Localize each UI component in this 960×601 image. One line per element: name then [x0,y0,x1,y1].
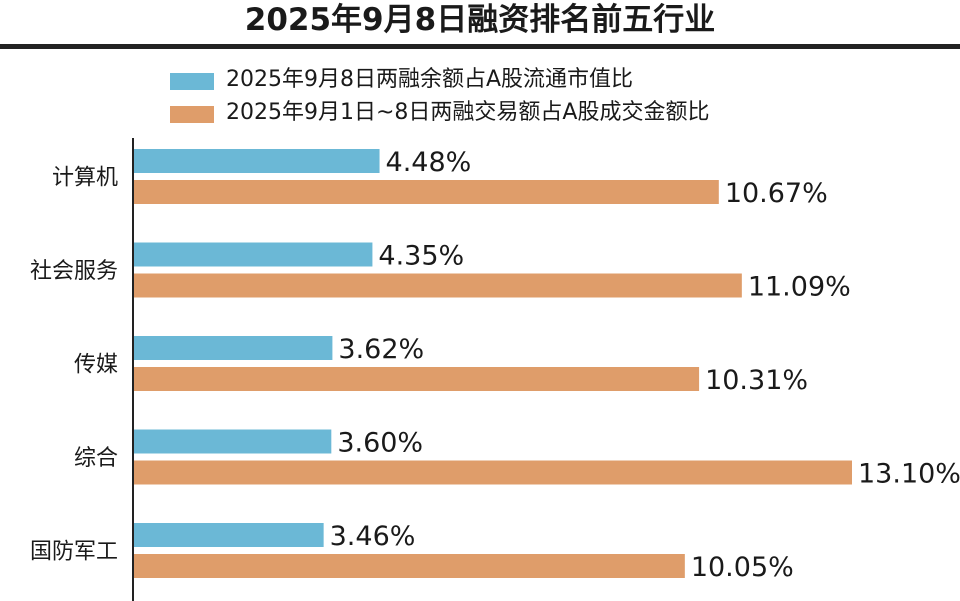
bar-trading-ratio [134,460,852,485]
bar-balance-ratio [134,523,324,547]
legend-swatch-series-1 [170,73,214,90]
category-label: 计算机 [52,166,118,191]
data-label: 4.35% [378,241,464,272]
legend-swatch-series-2 [170,106,214,123]
category-label: 传媒 [74,353,118,378]
bar-balance-ratio [134,336,333,360]
data-label: 3.60% [337,428,423,459]
bar-balance-ratio [134,149,380,173]
bar-trading-ratio [134,554,685,578]
data-label: 13.10% [858,459,960,490]
bar-balance-ratio [134,242,373,267]
legend-label-series-2: 2025年9月1日~8日两融交易额占A股成交金额比 [226,100,710,125]
data-label: 10.05% [691,552,794,583]
bar-trading-ratio [134,367,700,391]
title-divider [0,44,960,49]
legend-label-series-1: 2025年9月8日两融余额占A股流通市值比 [226,67,634,92]
data-label: 10.31% [705,365,808,396]
data-label: 4.48% [386,147,472,178]
data-label: 3.62% [338,334,424,365]
category-label: 国防军工 [30,540,118,565]
chart-title: 2025年9月8日融资排名前五行业 [244,2,716,38]
bar-trading-ratio [134,180,719,204]
data-label: 11.09% [748,272,851,303]
data-label: 3.46% [330,521,416,552]
category-label: 社会服务 [30,259,118,284]
bar-balance-ratio [134,429,332,454]
data-label: 10.67% [725,178,828,209]
bar-trading-ratio [134,273,742,298]
category-label: 综合 [74,446,118,471]
